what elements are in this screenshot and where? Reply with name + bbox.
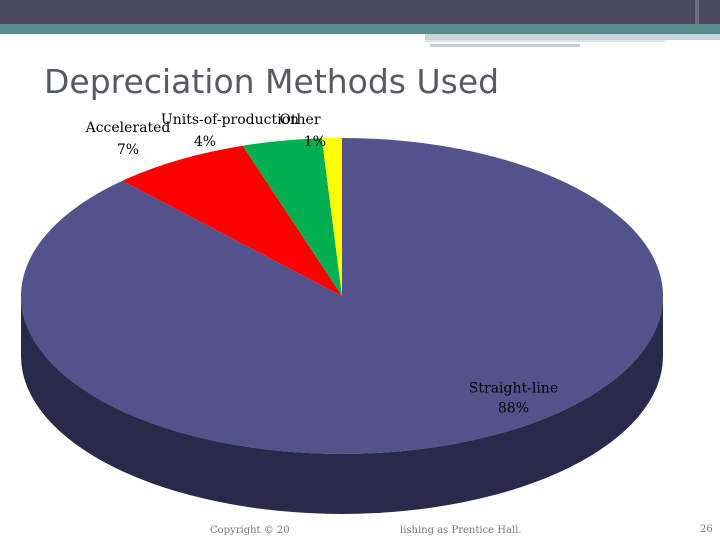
- footer-publisher: lishing as Prentice Hall.: [400, 525, 522, 536]
- pie-slice-other: [321, 138, 342, 296]
- top-bar: [0, 0, 720, 24]
- header-stripe-light: [425, 34, 720, 40]
- header-stripe: [0, 24, 720, 34]
- pie-slice-accelerated: [122, 145, 342, 296]
- pie-slice-straight-line: [20, 138, 663, 454]
- label-other-value: 1%: [304, 134, 326, 150]
- page-number: 26: [700, 524, 713, 535]
- label-accelerated: Accelerated: [85, 120, 171, 136]
- label-accelerated-value: 7%: [117, 142, 139, 158]
- pie-side-straight-line: [21, 296, 663, 514]
- label-units-of-production: Units-of-production: [161, 112, 299, 128]
- header-stripe-short: [430, 44, 580, 47]
- top-bar-accent: [695, 0, 699, 24]
- pie-slice-units-of-production: [242, 138, 342, 296]
- label-other: Other: [279, 112, 320, 128]
- footer-copyright: Copyright © 20: [210, 525, 290, 536]
- slide-title: Depreciation Methods Used: [44, 62, 500, 101]
- label-units-of-production-value: 4%: [194, 134, 216, 150]
- label-straight-line: Straight-line: [469, 380, 558, 396]
- label-straight-line-value: 88%: [498, 400, 529, 416]
- header-stripe-thin: [425, 40, 665, 42]
